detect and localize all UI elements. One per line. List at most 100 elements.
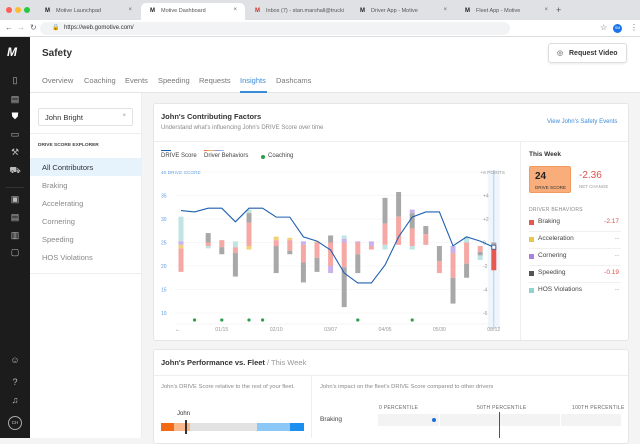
- back-icon[interactable]: ←: [5, 23, 13, 32]
- bell-icon[interactable]: ♫: [11, 395, 19, 405]
- browser-tab[interactable]: M Motive Launchpad ×: [36, 3, 140, 20]
- behavior-bar-braking: [382, 223, 388, 245]
- behavior-bar-cornering: [300, 241, 306, 245]
- drive-score-badge: 24 DRIVE SCORE: [529, 166, 571, 193]
- browser-tab[interactable]: M Fleet App - Motive ×: [456, 3, 556, 20]
- vehicle-icon[interactable]: ⛟: [9, 165, 21, 175]
- video-icon: ◎: [557, 50, 564, 57]
- user-settings-icon[interactable]: ☺: [10, 355, 20, 365]
- explorer-item-cornering[interactable]: Cornering: [42, 217, 75, 226]
- tab-label: Motive Dashboard: [161, 8, 206, 14]
- user-avatar[interactable]: CH: [8, 416, 22, 430]
- behavior-value: -0.19: [604, 269, 619, 276]
- close-tab-icon[interactable]: ×: [128, 7, 132, 13]
- coaching-dot: [356, 318, 360, 322]
- tab-overview[interactable]: Overview: [42, 76, 74, 85]
- shield-icon[interactable]: ⛊: [11, 111, 19, 121]
- driver-search-input[interactable]: John Bright ×: [38, 108, 133, 126]
- nav-divider: [6, 187, 24, 188]
- behavior-bar-braking: [232, 247, 238, 254]
- behavior-bar-speeding: [328, 235, 334, 243]
- behavior-name: Speeding: [538, 269, 566, 276]
- tab-speeding[interactable]: Speeding: [158, 76, 190, 85]
- left-tick-label: 15: [161, 288, 167, 294]
- fuel-icon[interactable]: ▭: [10, 129, 20, 139]
- view-safety-events-link[interactable]: View John's Safety Events: [547, 119, 618, 125]
- close-window-button[interactable]: [6, 7, 12, 13]
- close-tab-icon[interactable]: ×: [443, 7, 447, 13]
- behavior-bar-braking: [219, 240, 225, 248]
- divider: [311, 376, 312, 438]
- divider: [30, 133, 142, 134]
- behavior-bar-hos: [178, 216, 184, 242]
- tab-coaching[interactable]: Coaching: [84, 76, 116, 85]
- behavior-bar-speeding: [232, 253, 238, 277]
- explorer-item-speeding[interactable]: Speeding: [42, 235, 74, 244]
- maximize-window-button[interactable]: [24, 7, 30, 13]
- cornering-swatch: [529, 254, 534, 259]
- bar-segment: [190, 423, 257, 431]
- new-tab-icon[interactable]: +: [556, 5, 562, 15]
- left-tick-label: 10: [161, 311, 167, 317]
- close-tab-icon[interactable]: ×: [544, 7, 548, 13]
- forward-icon[interactable]: →: [17, 23, 25, 32]
- lock-icon: 🔒: [52, 25, 60, 31]
- help-icon[interactable]: ?: [12, 377, 18, 387]
- bar-segment: [174, 423, 190, 431]
- reports-icon[interactable]: ▥: [10, 230, 20, 240]
- explorer-item-accelerating[interactable]: Accelerating: [42, 199, 84, 208]
- coaching-dot: [247, 318, 251, 322]
- wrench-icon[interactable]: ⚒: [10, 147, 20, 157]
- browser-tab[interactable]: M Driver App - Motive ×: [351, 3, 455, 20]
- documents-icon[interactable]: ▣: [10, 194, 20, 204]
- browser-menu-icon[interactable]: ⋮: [630, 23, 638, 32]
- bookmark-star-icon[interactable]: ☆: [600, 23, 608, 32]
- clear-icon[interactable]: ×: [122, 113, 126, 119]
- behavior-bar-speeding: [423, 226, 429, 235]
- left-tick-label: 20: [161, 264, 167, 270]
- behavior-row-hos-violations: HOS Violations --: [529, 283, 621, 300]
- explorer-item-braking[interactable]: Braking: [42, 181, 68, 190]
- map-icon[interactable]: ▯: [12, 75, 18, 85]
- request-video-button[interactable]: ◎ Request Video: [548, 43, 627, 63]
- behavior-bar-hos: [382, 244, 388, 250]
- behavior-bar-speeding: [314, 257, 320, 272]
- behavior-name: Cornering: [538, 252, 567, 259]
- speeding-swatch: [529, 271, 534, 276]
- tab-insights[interactable]: Insights: [240, 76, 266, 85]
- list-icon[interactable]: ▤: [10, 94, 20, 104]
- minimize-window-button[interactable]: [15, 7, 21, 13]
- behavior-bar-speeding: [464, 263, 470, 278]
- file-icon[interactable]: ▤: [10, 212, 20, 222]
- behavior-bar-cornering: [450, 246, 456, 254]
- behavior-bar-speeding: [246, 213, 252, 223]
- behavior-bar-braking: [477, 246, 483, 252]
- previous-arrow-icon[interactable]: ←: [175, 327, 181, 333]
- url-text: https://web.gomotive.com/: [64, 25, 134, 31]
- fleet-period: / This Week: [267, 358, 307, 367]
- browser-tab[interactable]: M Inbox (7) - stan.marshall@trucki: [246, 3, 350, 20]
- explorer-item-hos-violations[interactable]: HOS Violations: [42, 253, 93, 262]
- tab-dashcams[interactable]: Dashcams: [276, 76, 312, 85]
- behavior-bar-speeding: [341, 267, 347, 308]
- reload-icon[interactable]: ↻: [30, 23, 37, 32]
- bag-icon[interactable]: ▢: [10, 247, 20, 257]
- tab-requests[interactable]: Requests: [199, 76, 231, 85]
- behavior-bar-speeding: [450, 277, 456, 304]
- url-input[interactable]: 🔒 https://web.gomotive.com/: [40, 22, 510, 35]
- behavior-bar-hos: [246, 209, 252, 214]
- behavior-bar-cornering: [368, 241, 374, 247]
- explorer-item-all-contributors[interactable]: All Contributors: [30, 158, 142, 176]
- behavior-bar-cornering: [328, 266, 334, 274]
- contributing-factors-chart: 40 DRIVE SCORE 35 30 25 20 15 10 +6 POINTS +4 +2 0…: [161, 170, 505, 333]
- drive-score-value: 24: [535, 171, 547, 182]
- behavior-bar-braking: [396, 216, 402, 245]
- tab-events[interactable]: Events: [125, 76, 148, 85]
- browser-tab-active[interactable]: M Motive Dashboard ×: [141, 3, 245, 20]
- legend-coaching: Coaching: [268, 153, 294, 159]
- close-tab-icon[interactable]: ×: [233, 7, 237, 13]
- john-marker-label: John: [177, 411, 191, 417]
- tab-label: Driver App - Motive: [371, 8, 418, 14]
- profile-avatar[interactable]: SM: [613, 24, 622, 33]
- contributing-factors-card: [153, 103, 629, 341]
